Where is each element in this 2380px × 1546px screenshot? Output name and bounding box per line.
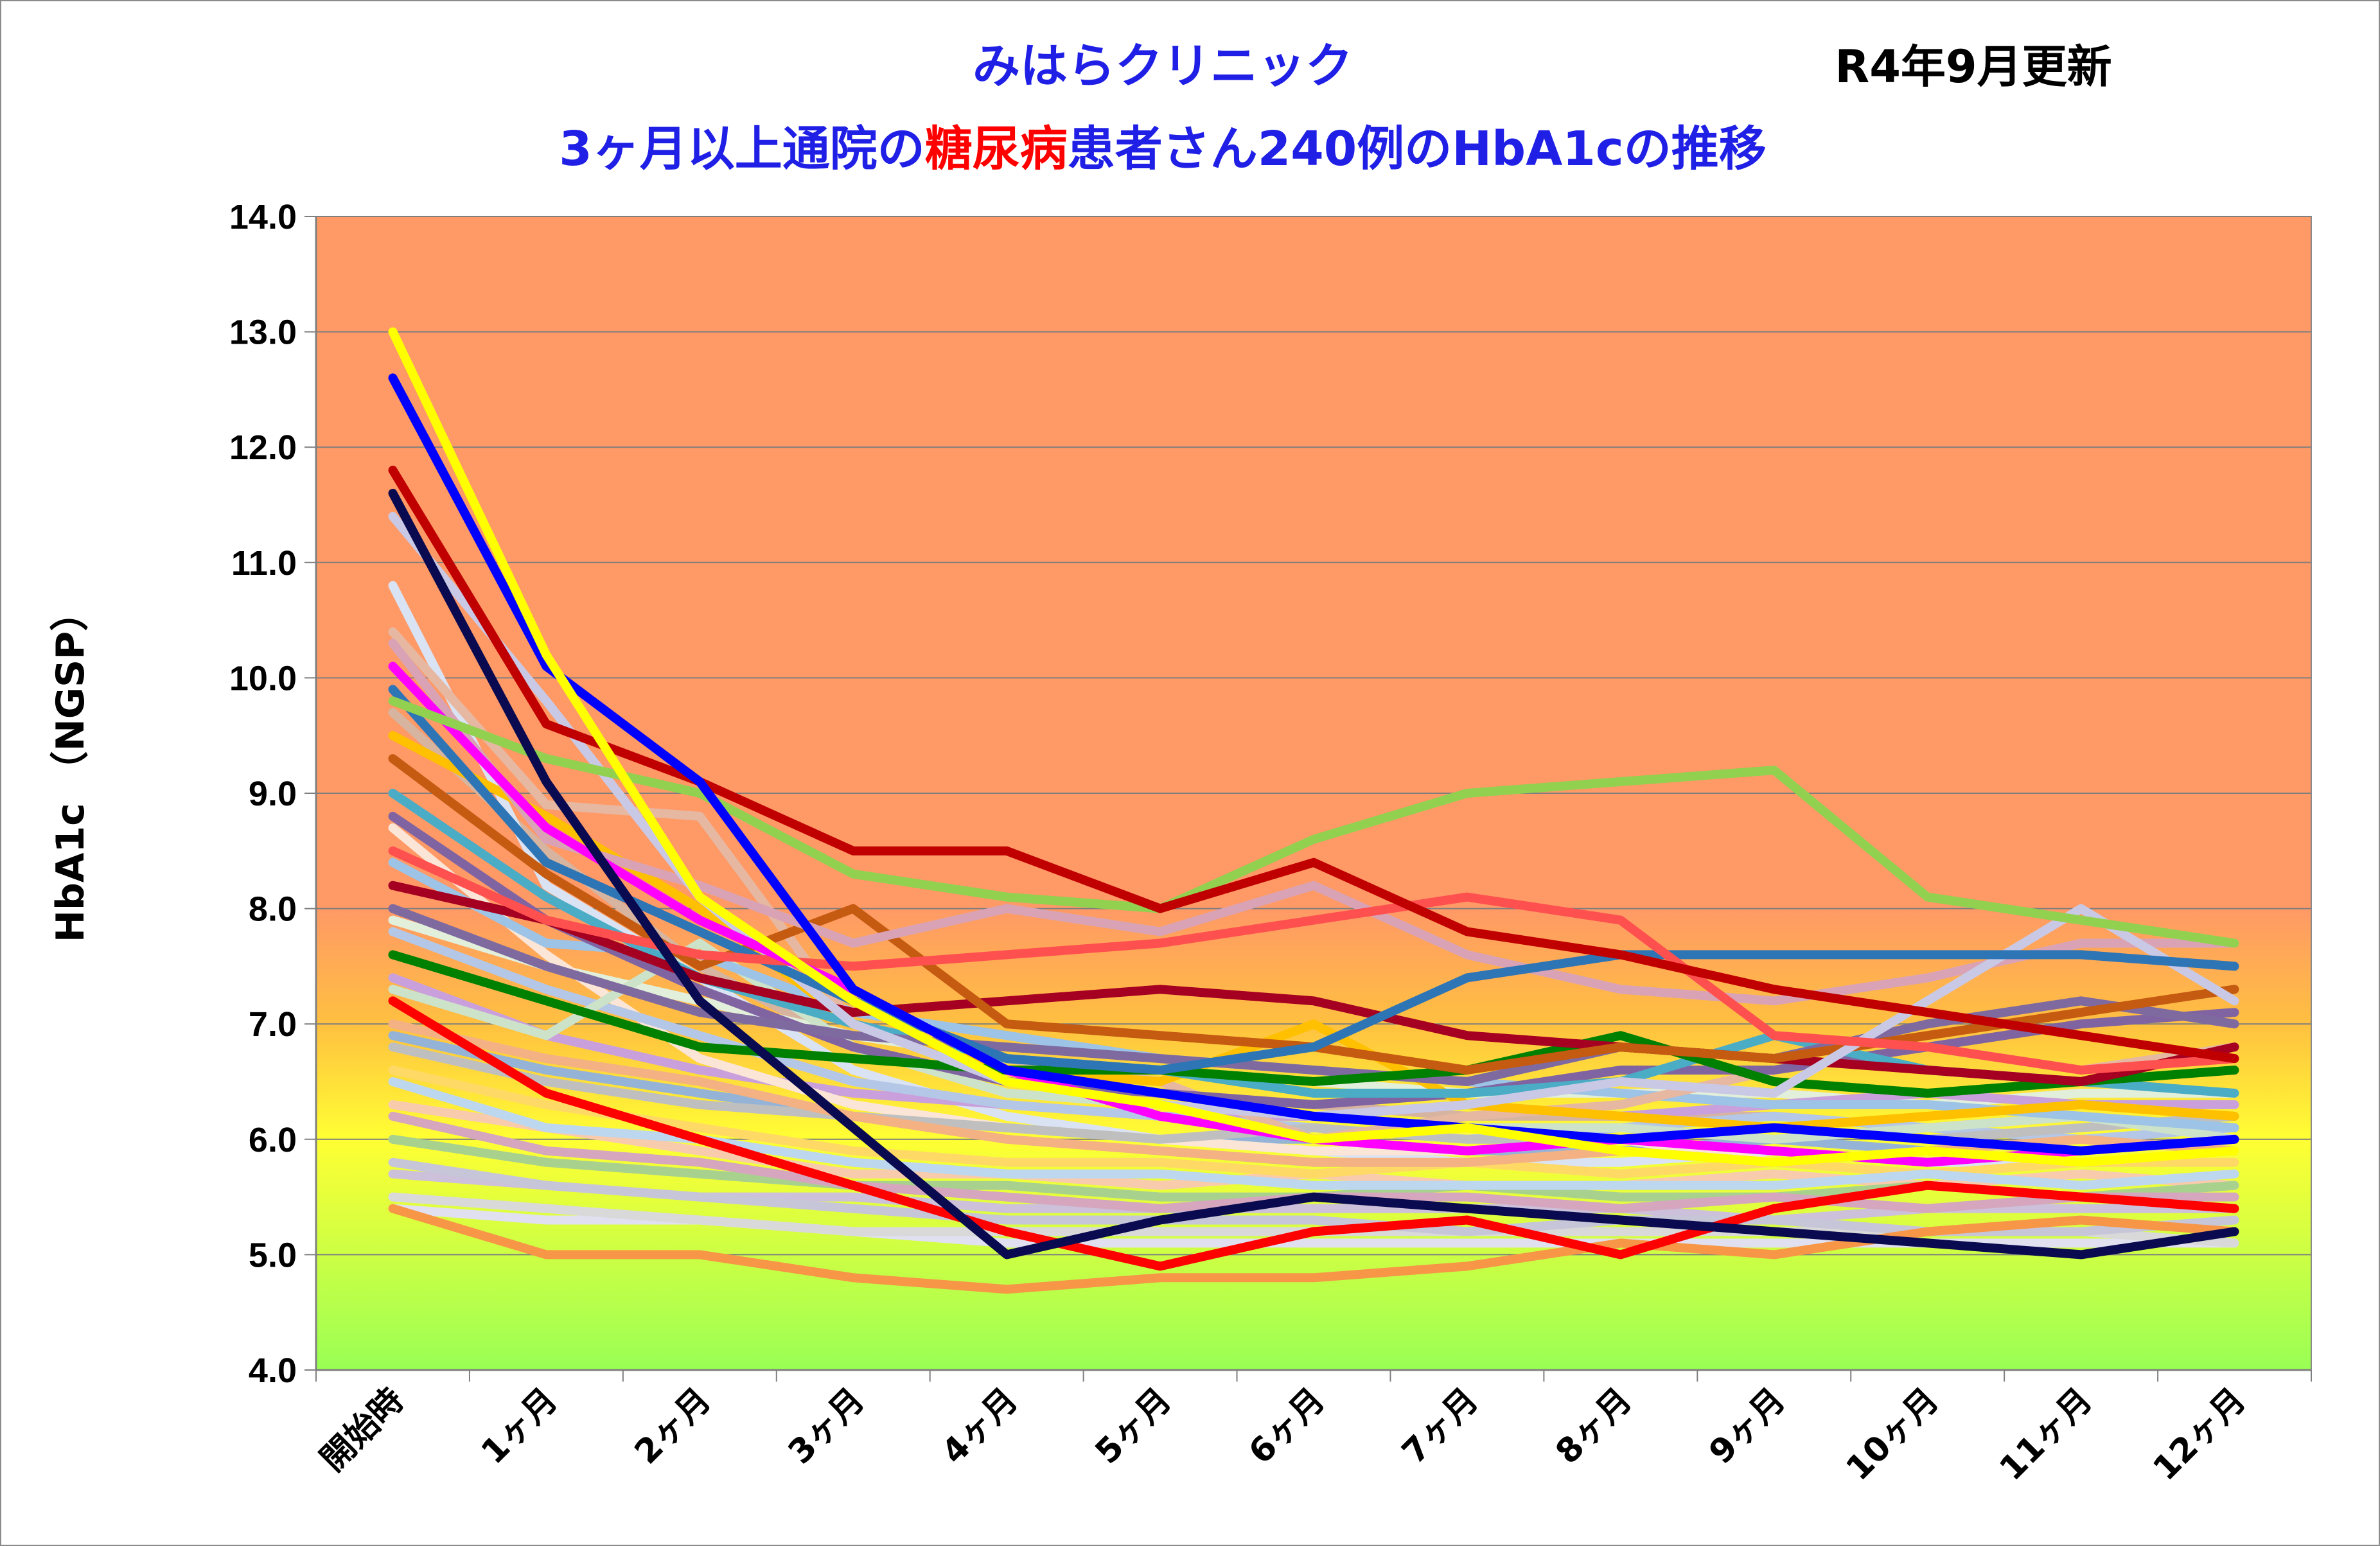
x-tick-label: 10ヶ月 bbox=[1839, 1381, 1946, 1488]
title-emphasis: 糖尿病 bbox=[925, 121, 1068, 177]
y-tick-label: 8.0 bbox=[249, 890, 297, 929]
y-tick-label: 6.0 bbox=[249, 1121, 297, 1159]
y-tick-label: 14.0 bbox=[229, 198, 297, 236]
chart-title: みはらクリニック bbox=[973, 39, 1353, 94]
series-line bbox=[388, 950, 2239, 1098]
x-tick-label: 12ヶ月 bbox=[2146, 1381, 2253, 1488]
x-tick-label: 2ヶ月 bbox=[628, 1381, 719, 1472]
series-line bbox=[388, 685, 2239, 1075]
series-line bbox=[388, 904, 2239, 1086]
x-tick-label: 3ヶ月 bbox=[781, 1381, 872, 1472]
series-line bbox=[388, 846, 2239, 1075]
x-tick-label: 6ヶ月 bbox=[1242, 1381, 1333, 1472]
series-line bbox=[388, 489, 2239, 1260]
x-tick-label: 11ヶ月 bbox=[1993, 1381, 2100, 1488]
y-tick-label: 12.0 bbox=[229, 428, 297, 467]
y-tick-label: 9.0 bbox=[249, 775, 297, 813]
series-lines bbox=[388, 327, 2239, 1294]
x-tick-label: 5ヶ月 bbox=[1088, 1381, 1179, 1472]
y-tick-label: 11.0 bbox=[231, 544, 297, 583]
y-tick-labels: 4.0 5.0 6.0 7.0 8.0 9.0 10.0 11.0 12.0 13.0 14.0 bbox=[229, 198, 297, 1390]
title-segment: 3ヶ月以上通院の bbox=[559, 121, 925, 177]
x-tick-label: 9ヶ月 bbox=[1702, 1381, 1793, 1472]
series-line bbox=[388, 881, 2239, 1086]
title-segment: 患者さん240例のHbA1cの推移 bbox=[1068, 121, 1767, 177]
update-note: R4年9月更新 bbox=[1835, 40, 2111, 93]
x-tick-label: 1ヶ月 bbox=[474, 1381, 565, 1472]
y-tick-label: 7.0 bbox=[249, 1005, 297, 1044]
chart-subtitle: 3ヶ月以上通院の糖尿病患者さん240例のHbA1cの推移 bbox=[559, 121, 1767, 177]
series-line bbox=[388, 327, 2239, 1167]
series-line bbox=[388, 638, 2239, 1006]
x-tick-label: 8ヶ月 bbox=[1548, 1381, 1639, 1472]
y-tick-label: 4.0 bbox=[249, 1351, 297, 1390]
series-line bbox=[388, 696, 2239, 948]
series-line bbox=[388, 996, 2239, 1271]
x-tick-label: 4ヶ月 bbox=[935, 1381, 1026, 1472]
y-tick-label: 5.0 bbox=[249, 1236, 297, 1274]
series-line bbox=[388, 373, 2239, 1155]
x-tick-label: 7ヶ月 bbox=[1395, 1381, 1486, 1472]
y-axis-label: HbA1c （NGSP） bbox=[48, 593, 93, 942]
y-tick-label: 13.0 bbox=[229, 313, 297, 352]
x-tick-labels: 開始時 1ヶ月 2ヶ月 3ヶ月 4ヶ月 5ヶ月 6ヶ月 7ヶ月 8ヶ月 9ヶ月 10ヶ月 11ヶ月 12… bbox=[313, 1381, 2253, 1488]
x-tick-label: 開始時 bbox=[313, 1381, 412, 1479]
y-tick-label: 10.0 bbox=[229, 659, 297, 698]
series-line bbox=[388, 731, 2239, 1132]
axes bbox=[315, 216, 2312, 1382]
series-line bbox=[388, 1204, 2239, 1294]
